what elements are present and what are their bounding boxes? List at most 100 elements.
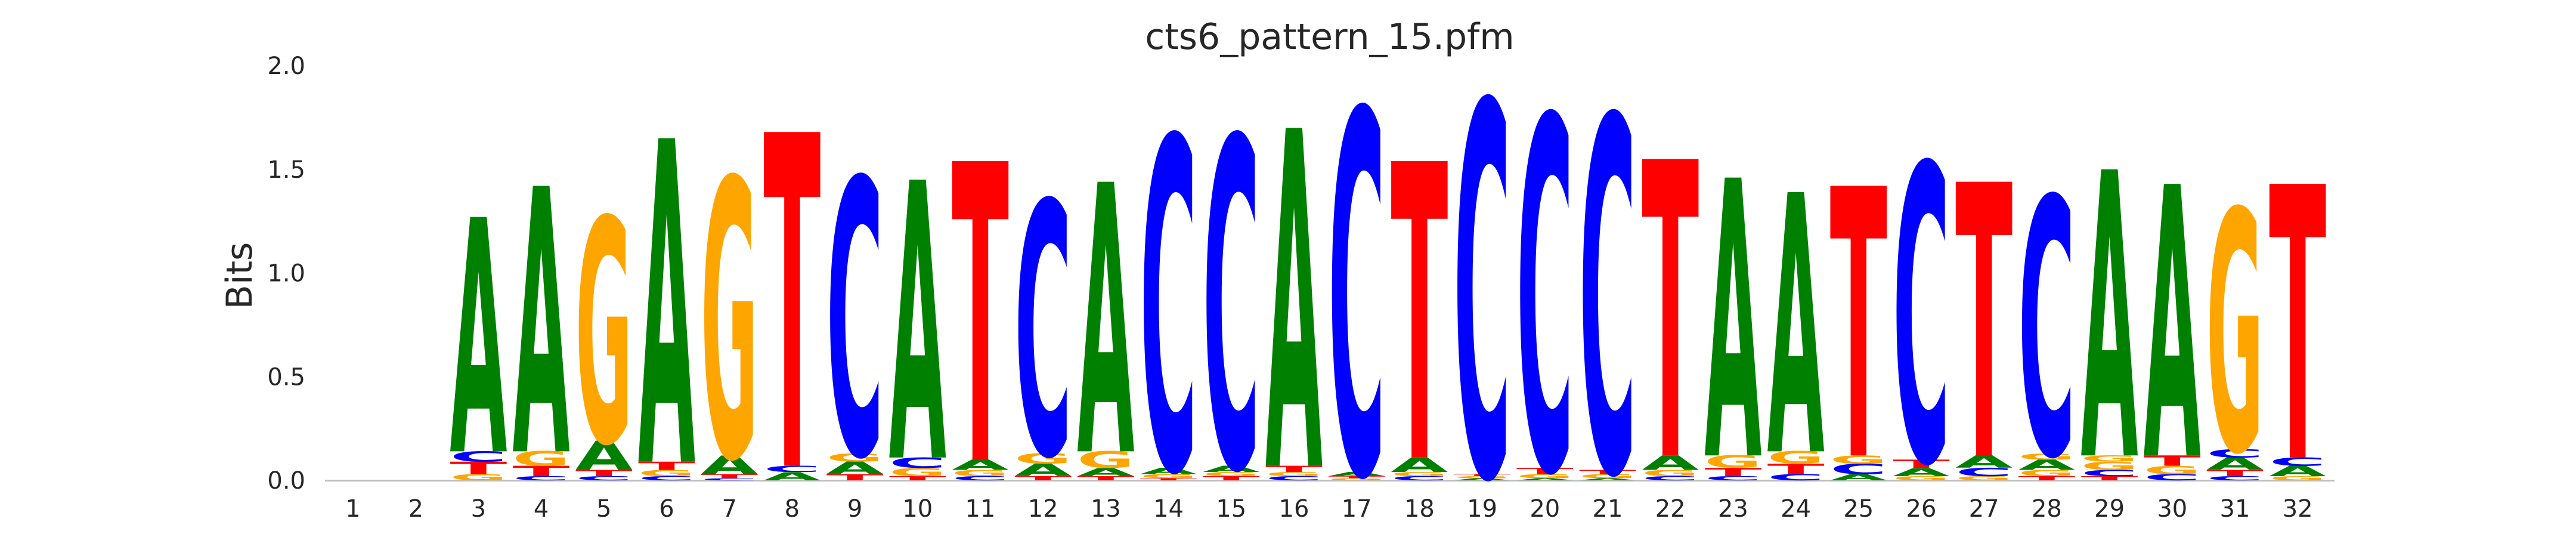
x-tick-label: 3	[471, 495, 486, 523]
logo-letter-t: T	[1328, 476, 1385, 479]
x-tick-label: 17	[1342, 495, 1372, 523]
logo-letter-c: C	[1328, 10, 1385, 537]
logo-letter-g: G	[1265, 471, 1323, 477]
logo-letter-a: A	[1265, 36, 1323, 537]
logo-letter-a: A	[2269, 463, 2326, 480]
y-tick-label: 2.0	[267, 53, 305, 80]
logo-letter-a: A	[1077, 109, 1135, 537]
logo-letter-g: G	[701, 103, 758, 537]
logo-letter-c: C	[889, 455, 946, 471]
logo-letter-c: C	[1516, 19, 1574, 537]
chart-title: cts6_pattern_15.pfm	[1145, 16, 1514, 58]
logo-letter-t: T	[513, 463, 570, 480]
logo-letter-c: C	[1579, 18, 1636, 537]
x-tick-label: 19	[1467, 495, 1497, 523]
logo-letter-g: G	[1140, 473, 1197, 480]
logo-letter-a: A	[1014, 461, 1072, 480]
x-tick-label: 26	[1906, 495, 1937, 523]
x-tick-label: 20	[1530, 495, 1560, 523]
logo-letter-t: T	[575, 468, 633, 479]
logo-letter-a: A	[1203, 464, 1260, 474]
logo-letter-c: C	[1767, 473, 1825, 483]
logo-letter-a: A	[1830, 473, 1887, 483]
y-axis-ticks: 0.0 0.5 1.0 1.5 2.0	[267, 53, 305, 495]
logo-letter-g: G	[1767, 448, 1825, 468]
logo-letter-t: T	[1642, 79, 1699, 537]
logo-letter-g: G	[826, 451, 884, 464]
logo-letter-a: A	[575, 434, 633, 480]
logo-letter-g: G	[1516, 473, 1574, 480]
x-tick-label: 13	[1091, 495, 1121, 523]
logo-letter-a: A	[1077, 465, 1134, 479]
logo-letter-a: A	[2081, 91, 2139, 537]
logo-letter-t: T	[763, 42, 821, 537]
logo-letter-g: G	[1203, 471, 1260, 477]
logo-letter-c: C	[575, 475, 633, 482]
logo-letter-a: A	[1642, 452, 1699, 475]
x-tick-label: 27	[1969, 495, 1999, 523]
logo-letter-c: C	[2206, 447, 2264, 460]
logo-letter-c: C	[1454, 0, 1511, 537]
logo-letter-t: T	[701, 473, 758, 480]
logo-letter-t: T	[450, 458, 507, 478]
logo-letter-a: A	[763, 470, 821, 483]
x-tick-label: 16	[1279, 495, 1309, 523]
x-tick-label: 18	[1404, 495, 1435, 523]
x-tick-label: 25	[1843, 495, 1874, 523]
x-tick-label: 9	[847, 495, 862, 523]
logo-letter-a: A	[1391, 454, 1448, 477]
logo-letter-c: C	[1203, 47, 1260, 537]
logo-letter-c: C	[2144, 473, 2201, 483]
logo-letter-a: A	[1893, 465, 1950, 479]
logo-letter-a: A	[638, 50, 696, 537]
logo-letter-a: A	[1516, 478, 1574, 482]
x-tick-label: 8	[785, 495, 800, 523]
logo-letter-g: G	[575, 156, 633, 514]
logo-letter-c: C	[2018, 126, 2075, 537]
logo-letter-c: C	[1140, 46, 1197, 537]
logo-letter-g: G	[513, 448, 570, 471]
logo-letter-t: T	[2269, 109, 2327, 537]
logo-letter-t: T	[1893, 457, 1950, 470]
logo-letter-t: T	[1704, 465, 1761, 479]
logo-letter-g: G	[2081, 459, 2138, 473]
logo-letter-g: G	[1955, 475, 2012, 482]
y-tick-label: 0.5	[267, 363, 305, 391]
logo-letter-g: G	[1830, 453, 1887, 466]
y-tick-label: 0.0	[267, 467, 305, 495]
logo-letter-a: A	[2206, 454, 2264, 474]
logo-letter-a: A	[1704, 102, 1762, 537]
logo-letter-t: T	[2018, 475, 2075, 482]
x-tick-label: 22	[1655, 495, 1686, 523]
y-tick-label: 1.5	[267, 156, 305, 184]
x-tick-label: 21	[1593, 495, 1623, 523]
logo-letter-g: G	[1454, 476, 1511, 479]
logo-letter-c: C	[1704, 475, 1761, 482]
logo-letter-t: T	[1516, 466, 1574, 476]
logo-letter-g: G	[2081, 454, 2138, 464]
logo-letter-g: G	[2144, 464, 2201, 477]
logo-letter-c: C	[1642, 475, 1699, 482]
x-axis-ticks: 1 2 3 4 5 6 7 8 9 10 11 12 13 14 15 16 17 18 19 20 21 22 23 24 2…	[345, 495, 2312, 523]
logo-letter-g: G	[638, 468, 695, 479]
logo-letter-a: A	[1454, 478, 1511, 482]
y-tick-label: 1.0	[267, 260, 305, 288]
x-tick-label: 32	[2283, 495, 2313, 523]
logo-letter-c: C	[513, 475, 570, 482]
logo-letter-g: G	[1893, 475, 1950, 482]
logo-letter-t: T	[638, 459, 695, 473]
logo-letter-c: C	[1830, 461, 1887, 478]
logo-letter-t: T	[2206, 468, 2264, 479]
logo-letter-g: G	[2269, 475, 2326, 482]
logo-letter-g: G	[1391, 471, 1448, 477]
logo-letter-t: T	[826, 473, 884, 483]
x-tick-label: 6	[659, 495, 674, 523]
logo-letter-c: C	[450, 449, 507, 465]
y-axis-label: Bits	[219, 242, 261, 310]
logo-letter-c: C	[1014, 132, 1072, 536]
logo-letter-t: T	[1454, 474, 1511, 477]
logo-letter-g: G	[1642, 468, 1699, 479]
x-tick-label: 14	[1153, 495, 1184, 523]
logo-letter-c: C	[1391, 475, 1448, 482]
